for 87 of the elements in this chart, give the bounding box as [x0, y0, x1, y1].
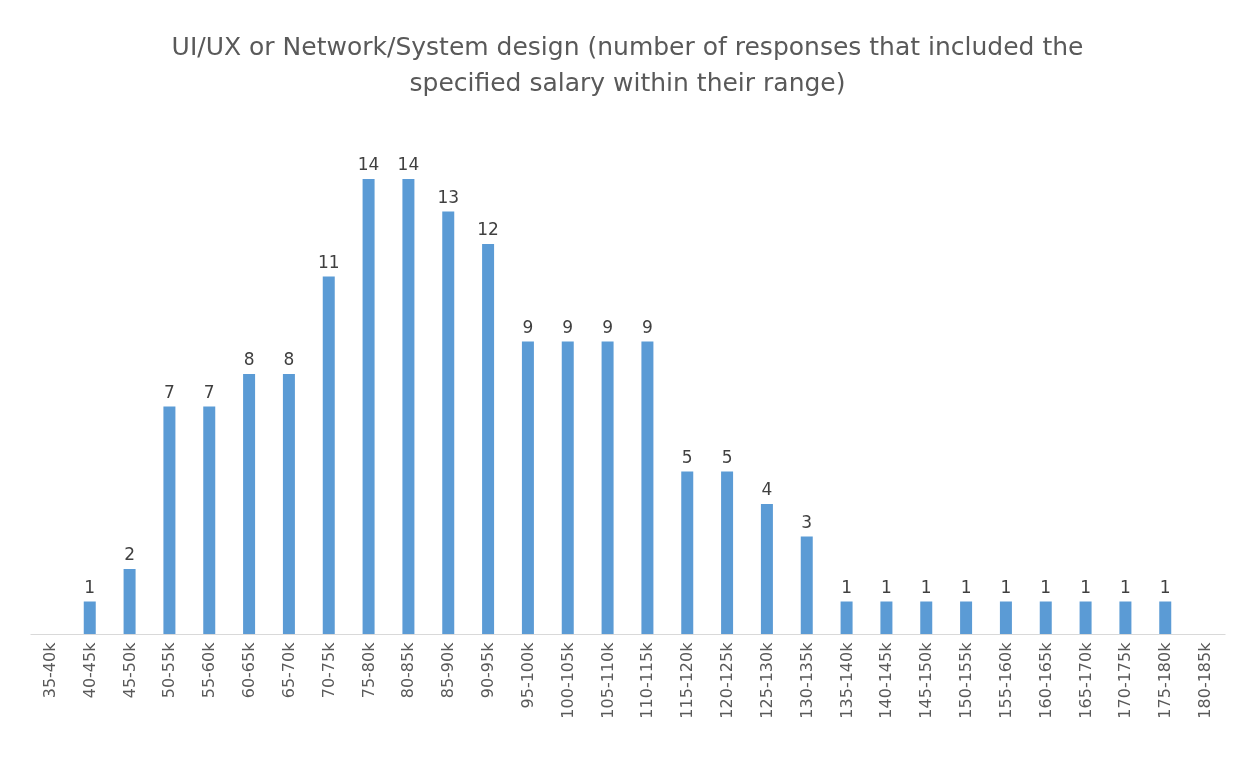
x-tick-label: 105-110k	[597, 641, 617, 719]
x-tick-label: 95-100k	[517, 641, 537, 709]
data-label: 7	[203, 381, 215, 402]
x-tick-label: 100-105k	[557, 641, 577, 719]
x-tick-label: 145-150k	[916, 641, 936, 719]
x-tick-label: 80-85k	[398, 641, 418, 699]
data-label: 8	[243, 349, 255, 369]
data-label: 9	[562, 316, 574, 337]
data-label: 9	[642, 316, 653, 337]
bar	[1159, 601, 1172, 634]
data-label: 1	[84, 576, 96, 597]
data-label: 11	[317, 251, 340, 272]
bar	[561, 341, 574, 634]
x-tick-label: 130-135k	[796, 641, 816, 719]
bar	[442, 211, 455, 634]
data-label: 2	[124, 544, 135, 564]
x-tick-label: 170-175k	[1115, 641, 1135, 719]
x-tick-label: 70-75k	[318, 641, 338, 699]
x-tick-label: 150-155k	[956, 641, 976, 719]
data-label: 7	[164, 381, 175, 402]
bar	[760, 504, 773, 634]
bar	[203, 406, 216, 634]
data-label: 14	[357, 154, 380, 174]
data-label: 1	[841, 576, 852, 597]
x-tick-label: 135-140k	[836, 641, 856, 719]
data-label: 9	[602, 316, 613, 337]
bar	[282, 374, 295, 634]
x-tick-label: 155-160k	[995, 641, 1015, 719]
data-label: 13	[437, 186, 460, 207]
bar	[362, 179, 375, 634]
x-tick-label: 125-130k	[756, 641, 776, 719]
bar	[243, 374, 256, 634]
x-tick-label: 50-55k	[159, 641, 179, 699]
bar	[960, 601, 973, 634]
data-label: 5	[681, 446, 693, 467]
bar	[521, 341, 534, 634]
chart-title: UI/UX or Network/System design (number of responses that included the specified salary within their range)	[171, 32, 1084, 97]
data-label: 1	[1040, 576, 1052, 597]
x-tick-label: 140-145k	[876, 641, 896, 719]
bar	[322, 276, 335, 634]
x-tick-label: 85-90k	[438, 641, 458, 699]
x-tick-label: 65-70k	[278, 641, 298, 699]
x-tick-label: 60-65k	[239, 641, 259, 699]
bar	[920, 601, 933, 634]
bar	[1039, 601, 1052, 634]
data-label: 1	[1080, 576, 1091, 597]
data-label: 14	[397, 154, 420, 174]
data-label: 1	[881, 576, 892, 597]
bar	[999, 601, 1012, 634]
bar	[123, 569, 136, 634]
bar	[163, 406, 176, 634]
x-tick-label: 165-170k	[1075, 641, 1095, 719]
data-label: 4	[761, 479, 773, 499]
x-tick-label: 175-180k	[1155, 641, 1175, 719]
data-label: 1	[1000, 576, 1012, 597]
data-label: 1	[920, 576, 932, 597]
bar	[1119, 601, 1132, 634]
bar	[681, 471, 694, 634]
bar	[1079, 601, 1092, 634]
x-tick-label: 180-185k	[1195, 641, 1215, 719]
x-tick-label: 55-60k	[199, 641, 219, 699]
x-tick-label: 35-40k	[39, 641, 59, 699]
bar	[482, 244, 495, 634]
x-tick-label: 90-95k	[478, 641, 498, 699]
bar	[880, 601, 893, 634]
x-tick-label: 110-115k	[637, 641, 657, 719]
bar	[800, 536, 813, 634]
bar	[83, 601, 96, 634]
data-label: 12	[477, 219, 499, 239]
x-tick-label: 45-50k	[119, 641, 139, 699]
bar	[402, 179, 415, 634]
data-label: 1	[1159, 576, 1171, 597]
x-tick-label: 75-80k	[358, 641, 378, 699]
x-tick-label: 120-125k	[717, 641, 737, 719]
data-label: 3	[801, 511, 813, 532]
bar	[601, 341, 614, 634]
bar	[840, 601, 853, 634]
data-label: 8	[283, 349, 295, 369]
bar	[721, 471, 734, 634]
data-label: 1	[960, 576, 972, 597]
data-label: 9	[522, 316, 534, 337]
x-tick-label: 115-120k	[677, 641, 697, 719]
data-label: 1	[1120, 576, 1131, 597]
x-tick-label: 40-45k	[79, 641, 99, 699]
bar	[641, 341, 654, 634]
data-label: 5	[721, 446, 733, 467]
x-tick-label: 160-165k	[1035, 641, 1055, 719]
